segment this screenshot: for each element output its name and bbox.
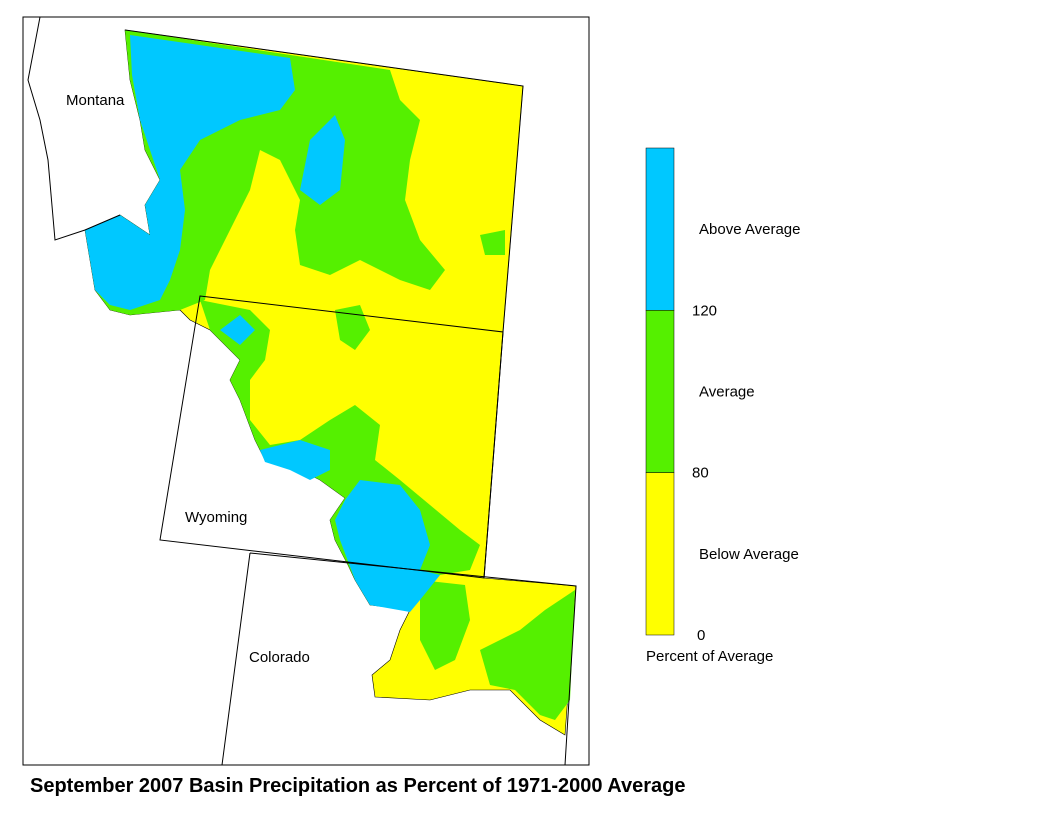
above-average-area [85,35,295,310]
legend-label: Below Average [699,546,799,563]
average-area [335,230,575,720]
legend-tick-label: 120 [692,302,717,319]
legend-swatch [645,310,675,473]
state-label: Wyoming [185,509,247,526]
legend: Above Average Average Below Average 120 80 0 P… [645,147,800,665]
legend-title: Percent of Average [646,648,773,665]
above-average-area [220,115,440,612]
state-label: Colorado [249,649,310,666]
colorado-boundary [221,552,577,766]
map-title: September 2007 Basin Precipitation as Pe… [30,775,686,797]
legend-tick-label: 80 [692,465,709,482]
legend-tick-label: 0 [697,627,705,644]
legend-label: Above Average [699,221,800,238]
legend-swatch [645,147,675,311]
basin-shading [84,29,577,736]
legend-swatch [645,472,675,636]
state-boundaries [27,16,577,766]
legend-label: Average [699,384,755,401]
wyoming-boundary [159,295,504,579]
state-label: Montana [66,92,125,109]
